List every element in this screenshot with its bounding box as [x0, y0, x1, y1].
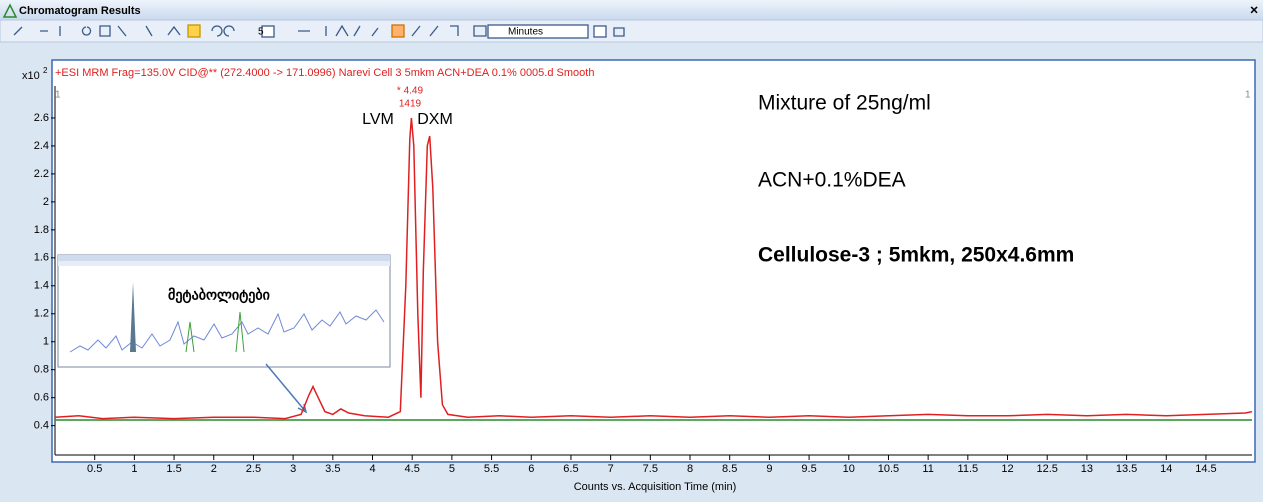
- x-axis-label: Counts vs. Acquisition Time (min): [574, 481, 737, 493]
- x-tick-label: 2.5: [246, 463, 261, 475]
- x-tick-label: 1.5: [166, 463, 181, 475]
- x-tick-label: 2: [211, 463, 217, 475]
- x-tick-label: 12.5: [1036, 463, 1057, 475]
- title-bar: [0, 0, 1263, 20]
- note: Cellulose-3 ; 5mkm, 250x4.6mm: [758, 244, 1074, 267]
- x-tick-label: 13: [1081, 463, 1093, 475]
- y-multiplier: x10: [22, 70, 40, 82]
- x-tick-label: 10.5: [878, 463, 899, 475]
- x-tick-label: 14: [1160, 463, 1172, 475]
- x-tick-label: 13.5: [1116, 463, 1137, 475]
- y-tick-label: 0.6: [34, 392, 49, 404]
- y-tick-label: 2.6: [34, 112, 49, 124]
- x-tick-label: 8.5: [722, 463, 737, 475]
- x-tick-label: 1: [131, 463, 137, 475]
- y-tick-label: 1.6: [34, 252, 49, 264]
- x-tick-label: 0.5: [87, 463, 102, 475]
- x-tick-label: 11: [922, 463, 933, 475]
- x-tick-label: 11.5: [958, 463, 979, 475]
- x-tick-label: 12: [1001, 463, 1013, 475]
- x-tick-label: 5.5: [484, 463, 499, 475]
- count-select[interactable]: 5: [258, 27, 264, 38]
- chart-header: +ESI MRM Frag=135.0V CID@** (272.4000 ->…: [55, 67, 594, 79]
- y-tick-label: 2.4: [34, 140, 49, 152]
- close-button[interactable]: ×: [1250, 2, 1258, 18]
- x-tick-label: 14.5: [1195, 463, 1216, 475]
- window: Chromatogram Results × 5 Minutes +ESI MR…: [0, 0, 1263, 502]
- inset-screenshot: მეტაბოლიტები: [58, 255, 390, 367]
- peak-name: DXM: [417, 111, 453, 128]
- y-tick-label: 1.2: [34, 308, 49, 320]
- units-select[interactable]: Minutes: [508, 27, 543, 38]
- y-tick-label: 2: [43, 196, 49, 208]
- y-tick-label: 0.4: [34, 420, 49, 432]
- x-tick-label: 9: [766, 463, 772, 475]
- window-title: Chromatogram Results: [19, 5, 141, 17]
- note: Mixture of 25ng/ml: [758, 92, 931, 115]
- peak-name: LVM: [362, 111, 394, 128]
- y-exponent: 2: [43, 66, 48, 75]
- x-tick-label: 4: [369, 463, 375, 475]
- y-tick-label: 1.4: [34, 280, 49, 292]
- x-tick-label: 4.5: [405, 463, 420, 475]
- peak-height: 1419: [399, 99, 422, 110]
- x-tick-label: 6: [528, 463, 534, 475]
- x-tick-label: 3.5: [325, 463, 340, 475]
- x-tick-label: 5: [449, 463, 455, 475]
- x-tick-label: 10: [843, 463, 855, 475]
- x-tick-label: 8: [687, 463, 693, 475]
- x-tick-label: 7.5: [643, 463, 658, 475]
- screen: Chromatogram Results × 5 Minutes +ESI MR…: [0, 0, 1263, 502]
- x-tick-label: 7: [608, 463, 614, 475]
- note: ACN+0.1%DEA: [758, 169, 906, 192]
- x-tick-label: 3: [290, 463, 296, 475]
- x-tick-label: 9.5: [801, 463, 816, 475]
- corner-label: 1: [55, 90, 61, 101]
- corner-label: 1: [1245, 90, 1251, 101]
- peak-time: * 4.49: [397, 86, 424, 97]
- y-tick-label: 0.8: [34, 364, 49, 376]
- x-tick-label: 6.5: [563, 463, 578, 475]
- y-tick-label: 1.8: [34, 224, 49, 236]
- inset-label: მეტაბოლიტები: [168, 287, 270, 304]
- y-tick-label: 2.2: [34, 168, 49, 180]
- y-tick-label: 1: [43, 336, 49, 348]
